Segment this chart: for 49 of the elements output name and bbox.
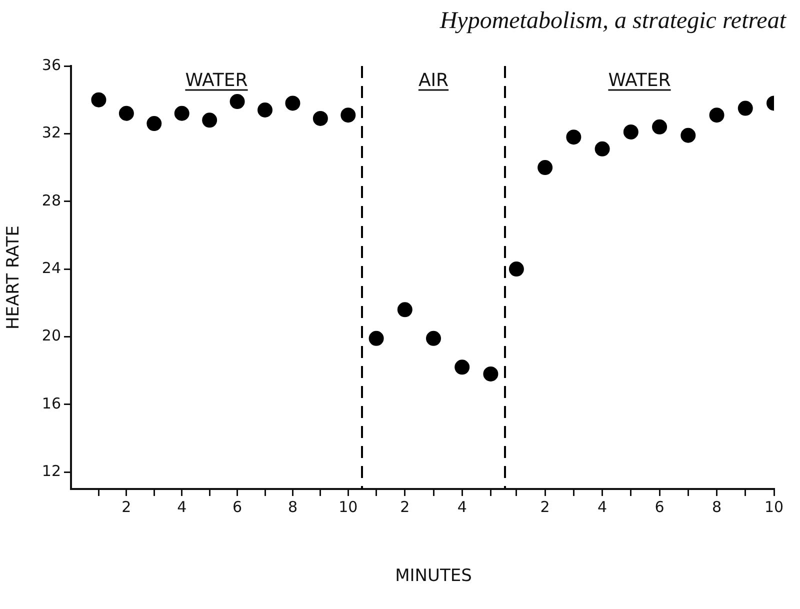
point bbox=[454, 360, 470, 375]
point bbox=[91, 92, 106, 108]
point bbox=[652, 119, 668, 134]
x-tick-label: 6 bbox=[654, 498, 664, 516]
point bbox=[538, 160, 553, 176]
x-tick-label: 10 bbox=[338, 498, 358, 516]
point bbox=[146, 116, 162, 132]
annotation: WATER bbox=[185, 70, 248, 91]
point bbox=[508, 262, 524, 277]
point bbox=[202, 112, 218, 128]
point bbox=[566, 130, 582, 145]
y-tick-label: 16 bbox=[42, 394, 61, 412]
point bbox=[623, 124, 638, 140]
annotation: WATER bbox=[608, 70, 671, 91]
x-tick-label: 4 bbox=[457, 498, 467, 516]
point bbox=[312, 110, 328, 126]
x-tick-label: 8 bbox=[712, 498, 722, 516]
point bbox=[483, 366, 498, 382]
point bbox=[368, 330, 384, 346]
y-tick-label: 20 bbox=[42, 326, 61, 345]
y-tick-label: 24 bbox=[42, 258, 61, 277]
point bbox=[340, 108, 356, 123]
point bbox=[738, 100, 753, 116]
y-tick-label: 28 bbox=[42, 191, 61, 210]
x-tick-label: 4 bbox=[177, 498, 187, 516]
x-axis-title: MINUTES bbox=[395, 566, 472, 586]
x-tick-label: 6 bbox=[232, 498, 242, 516]
point bbox=[709, 108, 724, 123]
x-tick-label: 2 bbox=[122, 498, 132, 516]
point bbox=[285, 96, 300, 111]
chart-title: Hypometabolism, a strategic retreat bbox=[440, 8, 786, 35]
y-axis-title: HEART RATE bbox=[4, 225, 24, 330]
y-tick-label: 36 bbox=[42, 56, 61, 74]
point bbox=[426, 330, 441, 346]
annotation: AIR bbox=[418, 70, 449, 91]
point bbox=[258, 102, 272, 118]
point bbox=[680, 128, 696, 143]
x-tick-label: 2 bbox=[400, 498, 410, 516]
point bbox=[594, 141, 610, 156]
point bbox=[230, 94, 245, 110]
y-tick-label: 32 bbox=[42, 124, 61, 142]
x-tick-label: 4 bbox=[598, 498, 608, 516]
x-tick-label: 10 bbox=[764, 498, 784, 516]
point bbox=[397, 302, 412, 318]
point bbox=[118, 106, 134, 121]
x-tick-label: 2 bbox=[540, 498, 550, 516]
x-tick-label: 8 bbox=[288, 498, 298, 516]
y-tick-label: 12 bbox=[42, 462, 61, 480]
point bbox=[174, 106, 190, 121]
